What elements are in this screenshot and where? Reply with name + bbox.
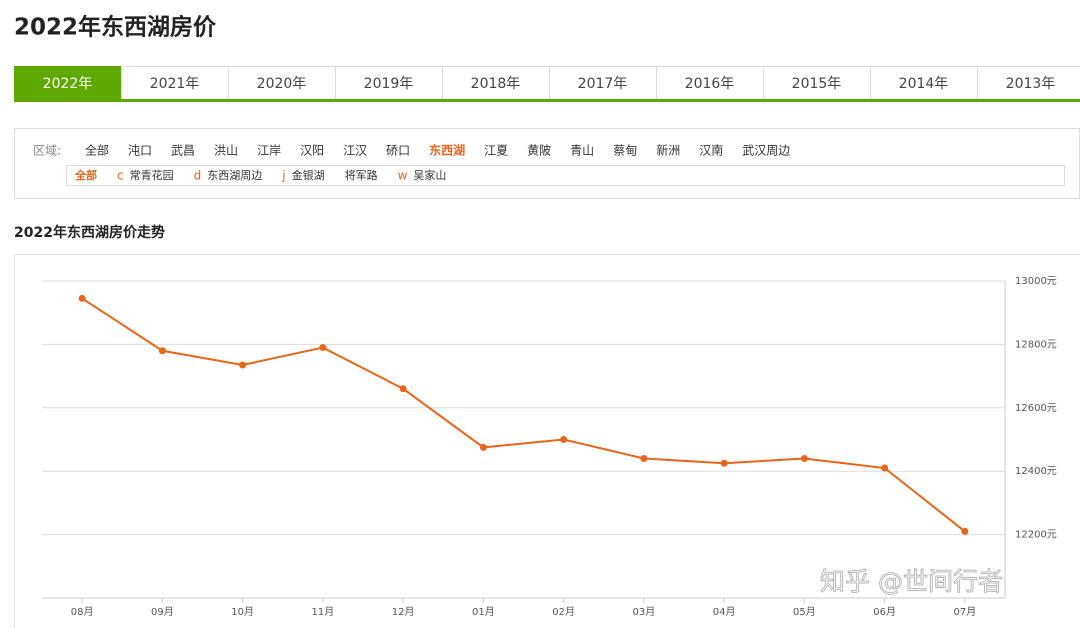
district[interactable]: 青山 xyxy=(570,144,594,158)
point xyxy=(399,385,407,393)
tab-label[interactable]: 2019年 xyxy=(364,76,414,92)
filter-label: 区域: xyxy=(33,144,61,158)
y-tick-label: 12200元 xyxy=(1015,530,1057,541)
chart-title: 2022年东西湖房价走势 xyxy=(14,224,165,241)
district[interactable]: 汉南 xyxy=(699,143,723,158)
district[interactable]: 黄陂 xyxy=(527,143,551,158)
point xyxy=(479,443,487,451)
sub-area[interactable]: 常青花园 xyxy=(130,169,174,182)
district[interactable]: 江夏 xyxy=(484,144,508,158)
x-tick-label: 03月 xyxy=(633,606,656,618)
point xyxy=(78,294,86,302)
sub-area[interactable]: 全部 xyxy=(74,168,97,182)
point xyxy=(881,464,889,472)
point xyxy=(158,347,166,355)
x-tick-label: 10月 xyxy=(231,606,254,618)
x-tick-label: 02月 xyxy=(552,606,575,618)
district[interactable]: 武汉周边 xyxy=(742,144,790,158)
tab-label[interactable]: 2016年 xyxy=(685,76,735,92)
x-tick-label: 04月 xyxy=(713,606,736,618)
sub-area[interactable]: 东西湖周边 xyxy=(207,169,262,182)
district[interactable]: 硚口 xyxy=(386,144,410,158)
point xyxy=(961,527,969,535)
x-tick-label: 12月 xyxy=(392,606,415,618)
tab-label[interactable]: 2022年 xyxy=(43,76,93,92)
point xyxy=(239,361,247,369)
sub-area[interactable]: 吴家山 xyxy=(413,168,446,182)
district[interactable]: 汉阳 xyxy=(300,144,324,158)
price-line xyxy=(81,297,966,533)
tab[interactable] xyxy=(549,66,657,101)
point xyxy=(319,344,327,352)
tab[interactable] xyxy=(228,66,336,101)
tab-label[interactable]: 2013年 xyxy=(1006,76,1056,92)
district[interactable]: 东西湖 xyxy=(429,143,465,158)
tab-label[interactable]: 2020年 xyxy=(257,76,307,92)
filter-box xyxy=(14,128,1080,199)
district[interactable]: 全部 xyxy=(85,143,109,158)
district[interactable]: 江岸 xyxy=(257,144,281,158)
sub-area-box xyxy=(66,165,1065,186)
sub-area-letter: c xyxy=(117,169,124,183)
district[interactable]: 蔡甸 xyxy=(613,144,637,158)
x-tick-label: 06月 xyxy=(873,606,896,618)
point xyxy=(560,436,568,443)
y-tick-label: 12800元 xyxy=(1015,339,1057,350)
tab[interactable] xyxy=(656,66,764,101)
sub-area-letter: d xyxy=(194,169,202,183)
watermark: 知乎 @世间行者 xyxy=(820,567,1003,596)
x-tick-label: 05月 xyxy=(793,606,816,618)
tab-label[interactable]: 2017年 xyxy=(578,76,628,92)
x-tick-label: 11月 xyxy=(312,606,335,618)
district[interactable]: 新洲 xyxy=(656,143,680,158)
y-tick-label: 12600元 xyxy=(1015,403,1057,414)
tab[interactable] xyxy=(442,66,550,101)
x-tick-label: 07月 xyxy=(954,606,977,618)
district[interactable]: 洪山 xyxy=(214,144,238,158)
sub-area[interactable]: 将军路 xyxy=(345,169,378,182)
x-tick-label: 01月 xyxy=(472,606,495,618)
district[interactable]: 江汉 xyxy=(343,144,367,158)
sub-area-letter: w xyxy=(398,169,408,183)
tab-label[interactable]: 2021年 xyxy=(150,76,200,92)
district[interactable]: 沌口 xyxy=(128,144,152,158)
tab[interactable] xyxy=(763,66,871,101)
point xyxy=(720,459,728,467)
sub-area[interactable]: 金银湖 xyxy=(292,168,325,182)
x-tick-label: 08月 xyxy=(71,606,94,618)
tab-label[interactable]: 2015年 xyxy=(792,76,842,92)
page-title: 2022年东西湖房价 xyxy=(14,14,217,41)
district[interactable]: 武昌 xyxy=(171,144,195,158)
tab-label[interactable]: 2014年 xyxy=(899,76,949,92)
tab-underline xyxy=(14,99,1080,102)
sub-area-letter: j xyxy=(281,169,285,183)
point xyxy=(800,455,808,463)
tab[interactable] xyxy=(121,66,229,101)
x-tick-label: 09月 xyxy=(151,606,174,618)
tab-label[interactable]: 2018年 xyxy=(471,76,521,92)
y-tick-label: 13000元 xyxy=(1015,276,1057,287)
point xyxy=(640,455,648,463)
y-tick-label: 12400元 xyxy=(1015,466,1057,477)
